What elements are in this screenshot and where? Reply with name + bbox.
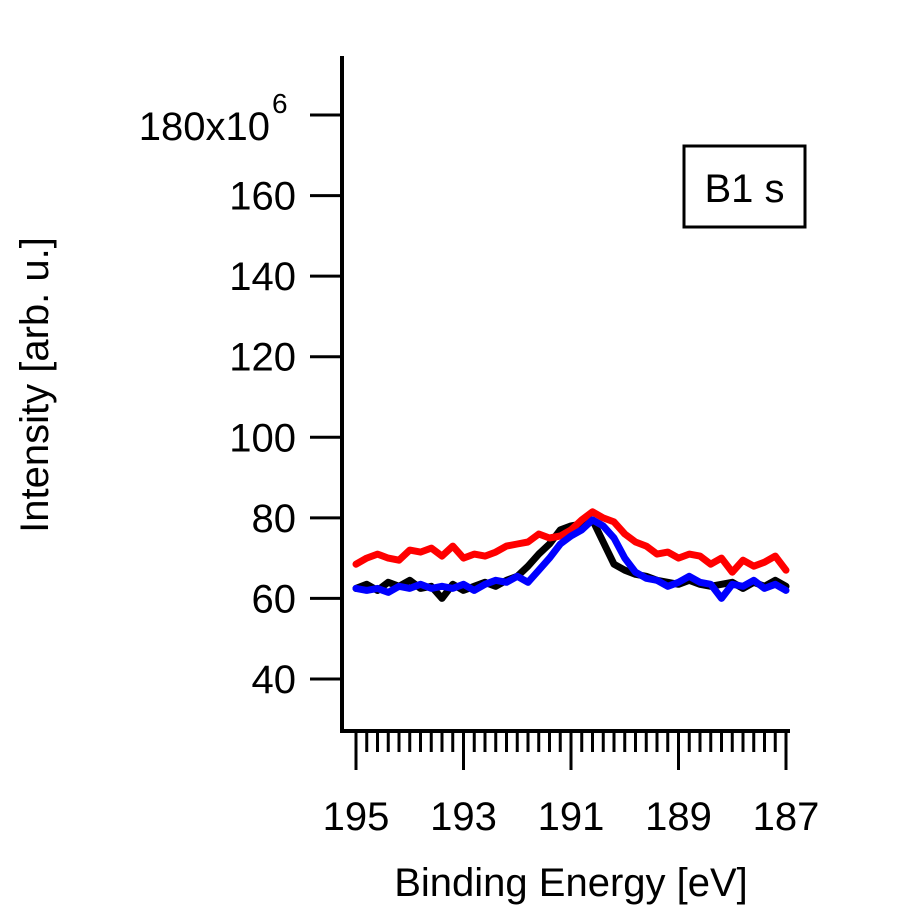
y-tick-label: 160: [229, 175, 296, 219]
x-tick-label: 189: [645, 795, 712, 839]
y-tick-label: 60: [252, 577, 297, 621]
legend-label: B1 s: [704, 167, 784, 211]
x-axis-ticks: 195 193 191 189 187: [323, 731, 820, 839]
series-line-3: [352, 516, 790, 602]
x-axis-title: Binding Energy [eV]: [394, 861, 748, 905]
y-tick-label: 40: [252, 658, 297, 702]
series-layer: [352, 508, 790, 602]
y-axis-title: Intensity [arb. u.]: [13, 237, 57, 533]
y-tick-label: 140: [229, 255, 296, 299]
x-tick-label: 193: [430, 795, 497, 839]
x-tick-label: 187: [753, 795, 820, 839]
x-tick-label: 195: [323, 795, 390, 839]
y-tick-label: 80: [252, 497, 297, 541]
legend: B1 s: [682, 144, 807, 229]
series-line-2: [352, 508, 790, 576]
y-tick-label: 180x10: [139, 105, 270, 149]
y-tick-label: 100: [229, 416, 296, 460]
y-scale-exponent: 6: [272, 88, 288, 119]
x-tick-label: 191: [538, 795, 605, 839]
y-tick-label: 120: [229, 336, 296, 380]
legend-box: [682, 144, 807, 229]
